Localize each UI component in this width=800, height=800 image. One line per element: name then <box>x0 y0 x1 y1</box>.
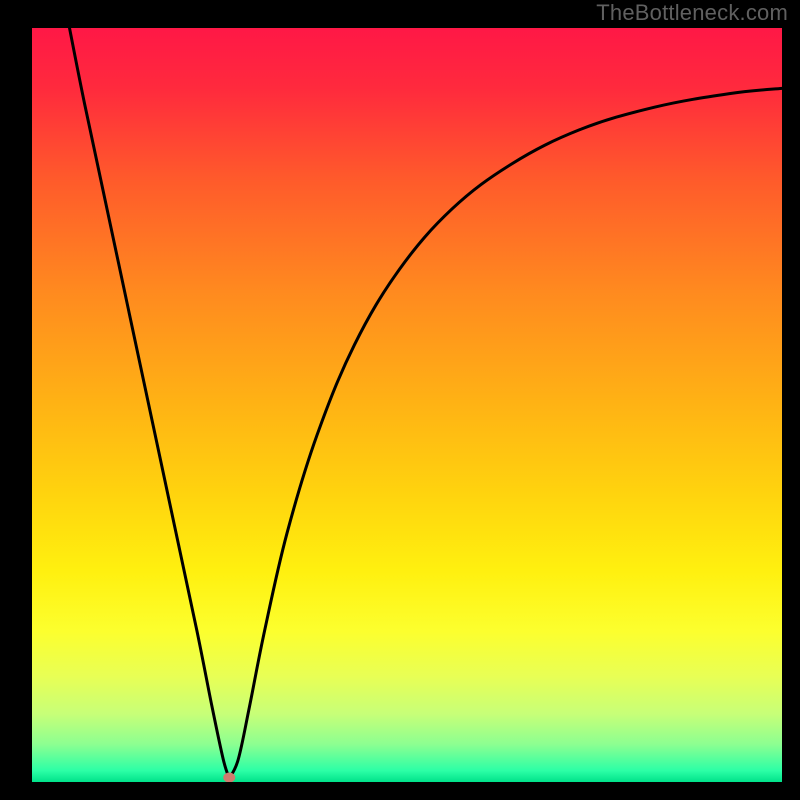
plot-area <box>32 28 782 782</box>
chart-frame: TheBottleneck.com <box>0 0 800 800</box>
chart-svg <box>32 28 782 782</box>
gradient-background <box>32 28 782 782</box>
watermark-text: TheBottleneck.com <box>596 0 788 26</box>
